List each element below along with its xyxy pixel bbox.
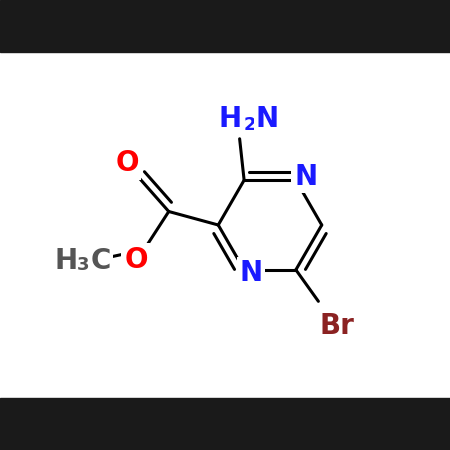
Text: H: H: [219, 105, 242, 134]
Text: N: N: [256, 105, 279, 134]
Text: Br: Br: [320, 312, 355, 340]
Text: O: O: [124, 246, 148, 274]
Text: H: H: [54, 247, 77, 275]
Text: 3: 3: [77, 256, 90, 274]
Bar: [0, 398, 450, 450]
Text: 2: 2: [243, 116, 256, 134]
Text: N: N: [239, 259, 262, 288]
Text: C: C: [91, 247, 111, 275]
Text: O: O: [115, 149, 139, 177]
Bar: [0, 0, 450, 52]
Text: N: N: [294, 162, 317, 191]
